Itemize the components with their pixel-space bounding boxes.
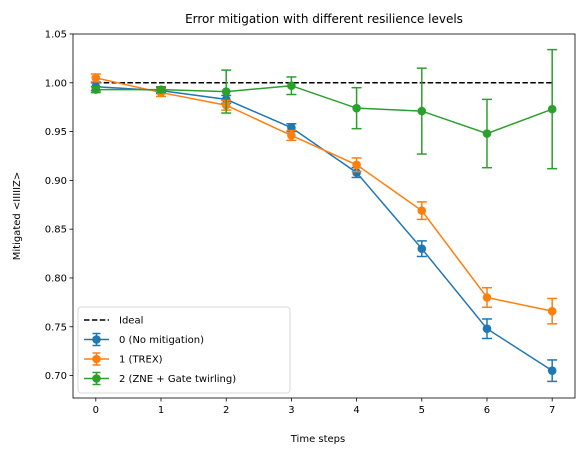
x-axis-label: Time steps bbox=[290, 434, 346, 445]
y-tick-label: 0.85 bbox=[45, 225, 67, 236]
data-point bbox=[221, 87, 231, 96]
y-tick-label: 0.90 bbox=[45, 176, 67, 187]
legend-handle-marker bbox=[92, 335, 101, 344]
data-point bbox=[482, 129, 492, 138]
data-point bbox=[91, 85, 101, 94]
data-point bbox=[287, 123, 296, 132]
y-tick-label: 0.75 bbox=[45, 322, 67, 333]
x-tick-label: 6 bbox=[484, 405, 490, 416]
legend-handle-marker bbox=[92, 354, 101, 364]
data-point bbox=[547, 306, 557, 316]
series-2 bbox=[90, 48, 558, 170]
data-point bbox=[91, 73, 101, 83]
legend-label-ideal: Ideal bbox=[119, 316, 143, 327]
y-tick-label: 0.70 bbox=[45, 371, 67, 382]
plot-frame bbox=[72, 33, 576, 399]
data-point bbox=[417, 106, 427, 116]
y-tick-label: 0.95 bbox=[45, 127, 67, 138]
x-tick-label: 7 bbox=[549, 405, 555, 416]
data-point bbox=[352, 103, 361, 113]
x-tick-label: 0 bbox=[93, 405, 99, 416]
series-line bbox=[95, 77, 553, 312]
legend-label: 0 (No mitigation) bbox=[119, 335, 204, 346]
data-point bbox=[482, 293, 492, 302]
data-point bbox=[547, 104, 557, 114]
legend-label: 1 (TREX) bbox=[119, 355, 163, 366]
legend-handle-marker bbox=[92, 374, 101, 383]
series-line bbox=[95, 84, 553, 135]
data-point bbox=[287, 131, 296, 140]
plot-area bbox=[90, 48, 558, 383]
data-point bbox=[417, 244, 427, 253]
data-point bbox=[482, 324, 492, 334]
x-tick-label: 3 bbox=[288, 405, 294, 416]
chart-title: Error mitigation with different resilien… bbox=[185, 12, 463, 26]
data-point bbox=[352, 160, 361, 170]
x-tick-label: 1 bbox=[158, 405, 164, 416]
data-point bbox=[352, 168, 361, 177]
series-1 bbox=[90, 73, 558, 325]
legend-label: 2 (ZNE + Gate twirling) bbox=[119, 374, 236, 385]
data-point bbox=[156, 85, 166, 94]
x-tick-label: 5 bbox=[419, 405, 425, 416]
y-tick-label: 1.05 bbox=[45, 30, 67, 41]
y-tick-label: 0.80 bbox=[45, 273, 67, 284]
legend: Ideal 0 (No mitigation) 1 (TREX) 2 (ZNE + G… bbox=[77, 306, 291, 394]
data-point bbox=[417, 206, 427, 215]
x-tick-label: 2 bbox=[223, 405, 229, 416]
axes: 0 1 2 3 4 5 6 7 0.70 0.75 0.80 0.85 0.90 0.95 1.00 1.05 bbox=[45, 30, 556, 417]
data-point bbox=[547, 366, 557, 375]
x-tick-label: 4 bbox=[353, 405, 359, 416]
y-axis-label: Mitigated <IIIIIZ> bbox=[12, 172, 23, 261]
y-tick-label: 1.00 bbox=[45, 78, 67, 89]
legend-box bbox=[77, 306, 291, 394]
data-point bbox=[287, 81, 296, 91]
